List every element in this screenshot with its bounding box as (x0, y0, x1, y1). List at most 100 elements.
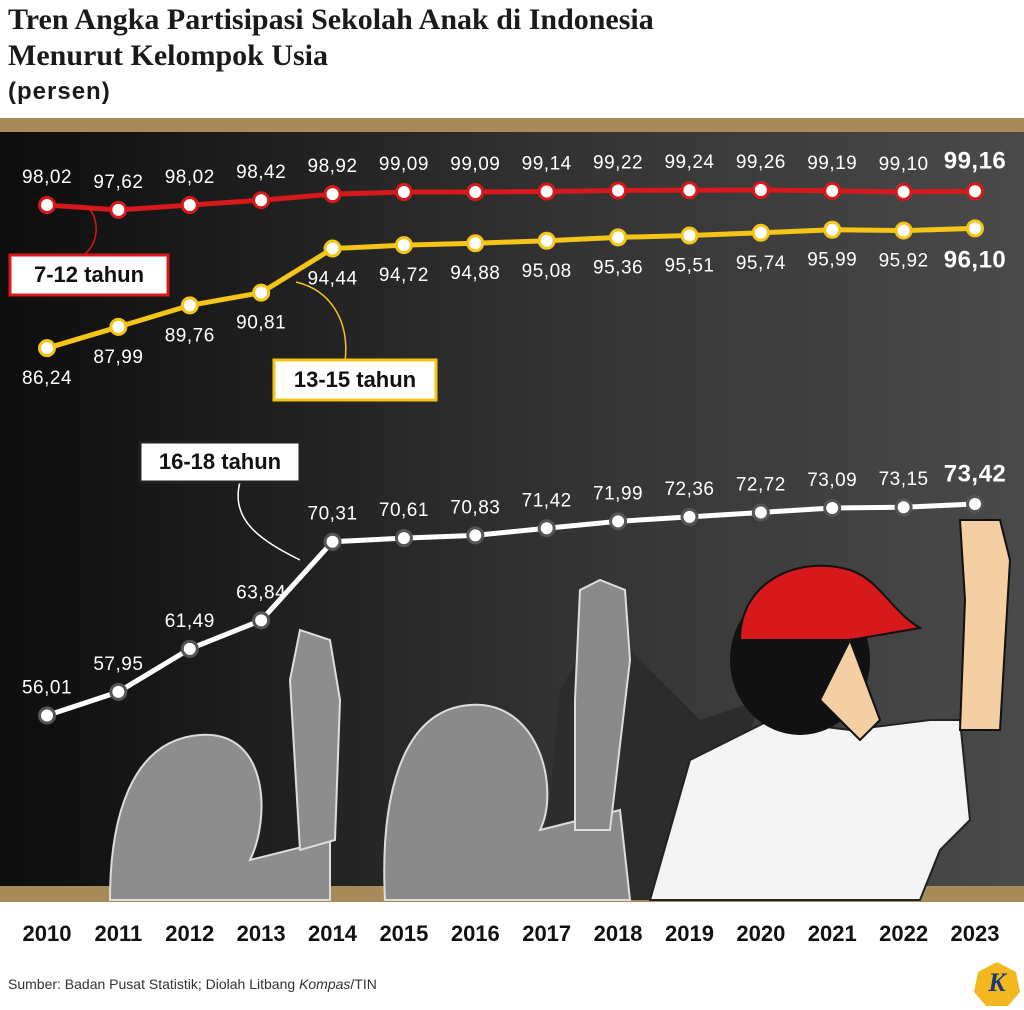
value-label: 95,08 (522, 261, 572, 282)
x-tick-label: 2016 (451, 921, 500, 946)
value-label: 99,19 (807, 153, 857, 174)
value-label: 99,10 (879, 154, 929, 175)
value-label: 73,15 (879, 469, 929, 490)
value-label: 70,61 (379, 500, 429, 521)
data-point (180, 296, 199, 315)
data-point (894, 498, 913, 517)
value-label: 70,83 (450, 497, 500, 518)
series-line (46, 501, 976, 718)
data-point (751, 180, 770, 199)
value-label: 72,36 (664, 479, 714, 500)
legend-box (138, 440, 302, 484)
source-text: Sumber: Badan Pusat Statistik; Diolah Li… (8, 976, 299, 992)
data-point (109, 317, 128, 336)
data-point (466, 234, 485, 253)
data-point (609, 181, 628, 200)
data-point (466, 526, 485, 545)
data-point (38, 339, 56, 358)
value-label: 71,99 (593, 483, 643, 504)
value-label: 99,09 (379, 154, 429, 175)
value-label: 70,31 (308, 504, 358, 525)
value-label: 96,10 (944, 247, 1007, 274)
data-point (109, 682, 128, 701)
data-point (537, 519, 556, 538)
legend-label: 13-15 tahun (294, 367, 416, 392)
legend-label: 7-12 tahun (34, 262, 144, 287)
data-point (252, 191, 271, 210)
value-label: 97,62 (93, 172, 143, 193)
value-label: 98,02 (165, 167, 215, 188)
data-point (966, 494, 984, 513)
legend-box (272, 358, 438, 402)
x-tick-label: 2021 (808, 921, 857, 946)
data-point (966, 219, 984, 238)
data-point (680, 226, 699, 245)
illustration (108, 519, 1012, 901)
source-text: Kompas (299, 976, 350, 992)
data-point (823, 498, 842, 517)
data-point (537, 231, 556, 250)
x-tick-label: 2017 (522, 921, 571, 946)
value-label: 63,84 (236, 582, 286, 603)
value-label: 71,42 (522, 490, 572, 511)
data-point (394, 183, 413, 202)
x-tick-label: 2022 (879, 921, 928, 946)
x-tick-label: 2019 (665, 921, 714, 946)
data-point (751, 223, 770, 242)
data-point (323, 239, 342, 258)
source: Sumber: Badan Pusat Statistik; Diolah Li… (8, 976, 377, 992)
data-point (609, 228, 628, 247)
value-label: 99,09 (450, 154, 500, 175)
legend-box (8, 253, 170, 297)
data-point (823, 220, 842, 239)
x-tick-label: 2010 (23, 921, 72, 946)
data-point (823, 181, 842, 200)
x-tick-label: 2012 (165, 921, 214, 946)
data-point (109, 200, 128, 219)
value-label: 98,92 (308, 156, 358, 177)
x-tick-label: 2013 (237, 921, 286, 946)
data-point (680, 181, 699, 200)
data-point (394, 236, 413, 255)
data-point (180, 196, 199, 215)
value-label: 99,16 (944, 148, 1007, 175)
frame-top (0, 118, 1024, 132)
value-label: 99,22 (593, 152, 643, 173)
data-point (252, 283, 271, 302)
value-label: 90,81 (236, 313, 286, 334)
data-point (323, 532, 342, 551)
x-tick-label: 2015 (379, 921, 428, 946)
x-tick-label: 2023 (951, 921, 1000, 946)
x-tick-label: 2020 (736, 921, 785, 946)
value-label: 61,49 (165, 611, 215, 632)
data-point (894, 182, 913, 201)
data-point (323, 185, 342, 204)
data-point (609, 512, 628, 531)
value-label: 94,72 (379, 265, 429, 286)
value-label: 98,02 (22, 167, 72, 188)
series-line (46, 187, 976, 213)
x-tick-label: 2011 (95, 921, 143, 946)
value-label: 56,01 (22, 677, 72, 698)
value-label: 87,99 (93, 347, 143, 368)
value-label: 99,14 (522, 153, 572, 174)
data-point (252, 611, 271, 630)
data-point (894, 221, 913, 240)
data-point (751, 503, 770, 522)
data-point (537, 182, 556, 201)
value-label: 98,42 (236, 162, 286, 183)
value-label: 73,42 (944, 460, 1007, 487)
value-label: 95,51 (664, 256, 714, 277)
value-label: 99,26 (736, 152, 786, 173)
data-point (466, 183, 485, 202)
logo: K (974, 962, 1020, 1006)
value-label: 73,09 (807, 470, 857, 491)
value-label: 95,92 (879, 251, 929, 272)
logo-text: K (987, 968, 1007, 997)
series-line (46, 225, 976, 351)
data-point (180, 639, 199, 658)
value-label: 94,88 (450, 263, 500, 284)
data-point (394, 529, 413, 548)
